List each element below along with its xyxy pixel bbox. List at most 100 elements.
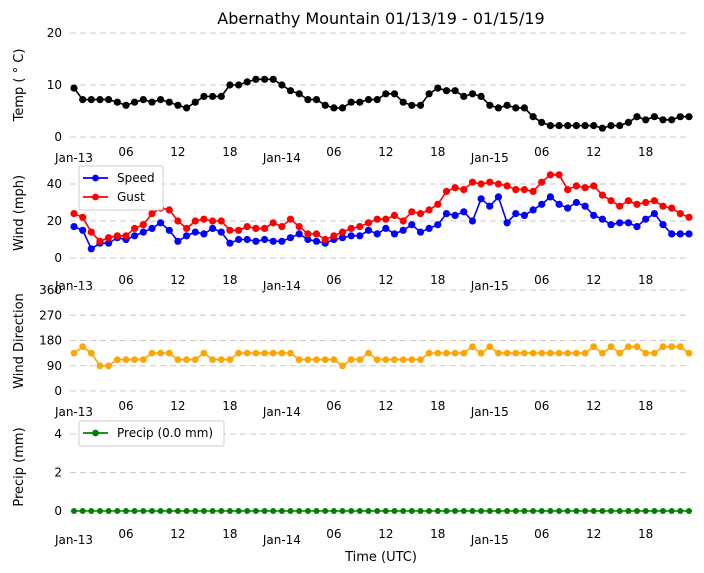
data-point	[365, 508, 372, 514]
data-point	[564, 204, 572, 212]
data-point	[330, 508, 337, 514]
data-point	[607, 221, 615, 229]
x-tick-label: 12	[586, 273, 601, 287]
data-point	[425, 206, 433, 214]
data-point	[261, 349, 268, 357]
data-point	[555, 349, 563, 357]
data-point	[139, 96, 147, 104]
y-tick-label: 270	[39, 308, 62, 322]
data-point	[451, 349, 459, 357]
data-point	[200, 92, 208, 100]
data-point	[408, 356, 416, 363]
x-tick-label: 12	[170, 527, 185, 541]
data-point	[520, 186, 529, 194]
data-point	[200, 230, 208, 238]
data-point	[87, 228, 95, 236]
data-point	[495, 349, 502, 357]
data-point	[668, 343, 676, 351]
series-line-wind-direction	[73, 345, 690, 367]
data-point	[590, 211, 598, 219]
data-point	[252, 508, 259, 514]
data-point	[183, 356, 191, 363]
data-point	[572, 122, 581, 130]
x-tick-label: 06	[534, 527, 549, 541]
data-point	[113, 232, 121, 240]
legend-marker	[92, 193, 99, 201]
data-point	[494, 180, 502, 188]
data-point	[200, 215, 208, 223]
data-point	[356, 98, 364, 106]
legend-label: Speed	[117, 171, 155, 185]
data-point	[642, 215, 650, 223]
data-point	[416, 228, 425, 236]
data-point	[503, 219, 511, 227]
data-point	[469, 343, 476, 351]
data-point	[338, 234, 347, 242]
x-axis-label: Time (UTC)	[344, 550, 417, 565]
data-point	[624, 197, 633, 205]
data-point	[96, 362, 104, 370]
data-point	[382, 508, 389, 514]
data-point	[676, 230, 684, 238]
panel-1: 0 10 20 Temp ( ° C) Jan-13 06 12 18 Jan-14 06 12 18…	[12, 26, 693, 165]
data-point	[633, 113, 641, 121]
data-point	[226, 356, 234, 363]
y-tick-label: 20	[47, 26, 62, 40]
x-tick-label: Jan-14	[262, 405, 301, 419]
data-point	[659, 202, 667, 210]
data-point	[460, 92, 468, 100]
data-point	[426, 508, 433, 514]
data-point	[148, 349, 156, 357]
data-point	[633, 200, 641, 208]
data-point	[209, 224, 217, 232]
data-point	[157, 508, 164, 514]
data-point	[469, 508, 476, 514]
data-point	[685, 230, 693, 238]
data-point	[486, 343, 494, 351]
data-point	[607, 122, 615, 130]
data-point	[460, 508, 467, 514]
data-point	[555, 171, 563, 179]
data-point	[504, 508, 511, 514]
x-tick-label: 12	[378, 527, 393, 541]
data-point	[442, 187, 451, 195]
data-point	[252, 237, 260, 245]
data-point	[399, 226, 407, 234]
data-point	[564, 349, 572, 357]
data-point	[677, 508, 684, 514]
x-tick-label: 18	[222, 145, 237, 159]
data-point	[217, 92, 225, 100]
data-point	[530, 508, 537, 514]
data-point	[70, 84, 78, 92]
data-point	[382, 356, 390, 363]
y-tick-label: 0	[54, 251, 62, 265]
data-point	[296, 508, 303, 514]
data-point	[598, 215, 607, 223]
data-point	[70, 223, 78, 231]
data-point	[114, 508, 121, 514]
data-point	[529, 349, 537, 357]
data-point	[391, 356, 398, 363]
data-point	[538, 349, 546, 357]
data-point	[425, 349, 433, 357]
data-point	[486, 101, 494, 109]
series-line-speed	[73, 195, 689, 250]
data-point	[157, 219, 165, 227]
data-point	[364, 219, 373, 227]
data-point	[556, 508, 563, 514]
data-point	[538, 118, 546, 126]
x-tick-label: 18	[430, 273, 445, 287]
data-point	[79, 508, 86, 514]
data-point	[642, 349, 650, 357]
data-point	[590, 343, 598, 351]
data-point	[477, 195, 485, 203]
data-point	[79, 343, 87, 351]
data-point	[278, 223, 286, 231]
data-point	[624, 219, 633, 227]
legend-marker	[92, 174, 99, 182]
data-point	[286, 215, 295, 223]
data-point	[660, 508, 666, 514]
x-tick-label: 18	[222, 527, 237, 541]
data-point	[278, 349, 286, 357]
